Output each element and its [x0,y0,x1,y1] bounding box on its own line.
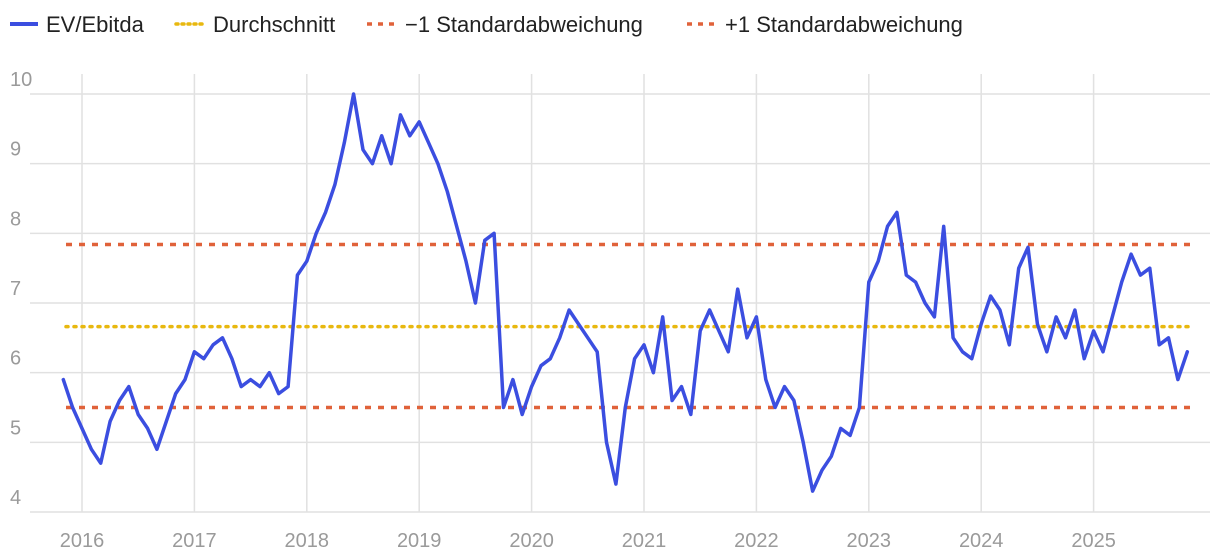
x-axis-ticks: 2016 2017 2018 2019 2020 2021 2022 2023 2024 2025 [60,530,1116,552]
legend-item-plus-1-std[interactable]: +1 Standardabweichung [687,12,963,37]
x-tick-label: 2021 [622,530,667,552]
y-tick-label: 6 [10,348,21,370]
y-tick-label: 4 [10,487,21,509]
x-tick-label: 2023 [847,530,892,552]
x-tick-label: 2025 [1071,530,1116,552]
x-tick-label: 2016 [60,530,105,552]
y-tick-label: 5 [10,417,21,439]
y-tick-label: 8 [10,208,21,230]
x-tick-label: 2019 [397,530,442,552]
legend-item-ev-ebitda[interactable]: EV/Ebitda [10,12,145,37]
legend-label-minus-1-std: −1 Standardabweichung [405,12,643,37]
series-line-ev-ebitda [61,92,1190,493]
reference-lines [64,242,1192,410]
legend-label-ev-ebitda: EV/Ebitda [46,12,145,37]
y-axis-ticks: 4 5 6 7 8 9 10 [10,69,32,509]
x-tick-label: 2020 [509,530,554,552]
y-tick-label: 9 [10,139,21,161]
x-tick-label: 2022 [734,530,779,552]
y-tick-label: 7 [10,278,21,300]
x-tick-label: 2018 [285,530,330,552]
x-tick-label: 2017 [172,530,217,552]
chart-legend: EV/Ebitda Durchschnitt −1 Standardabweic… [10,12,963,37]
legend-label-durchschnitt: Durchschnitt [213,12,335,37]
x-tick-label: 2024 [959,530,1004,552]
legend-item-minus-1-std[interactable]: −1 Standardabweichung [367,12,643,37]
legend-item-durchschnitt[interactable]: Durchschnitt [174,12,335,37]
series-lines [61,92,1190,493]
y-tick-label: 10 [10,69,32,91]
legend-label-plus-1-std: +1 Standardabweichung [725,12,963,37]
